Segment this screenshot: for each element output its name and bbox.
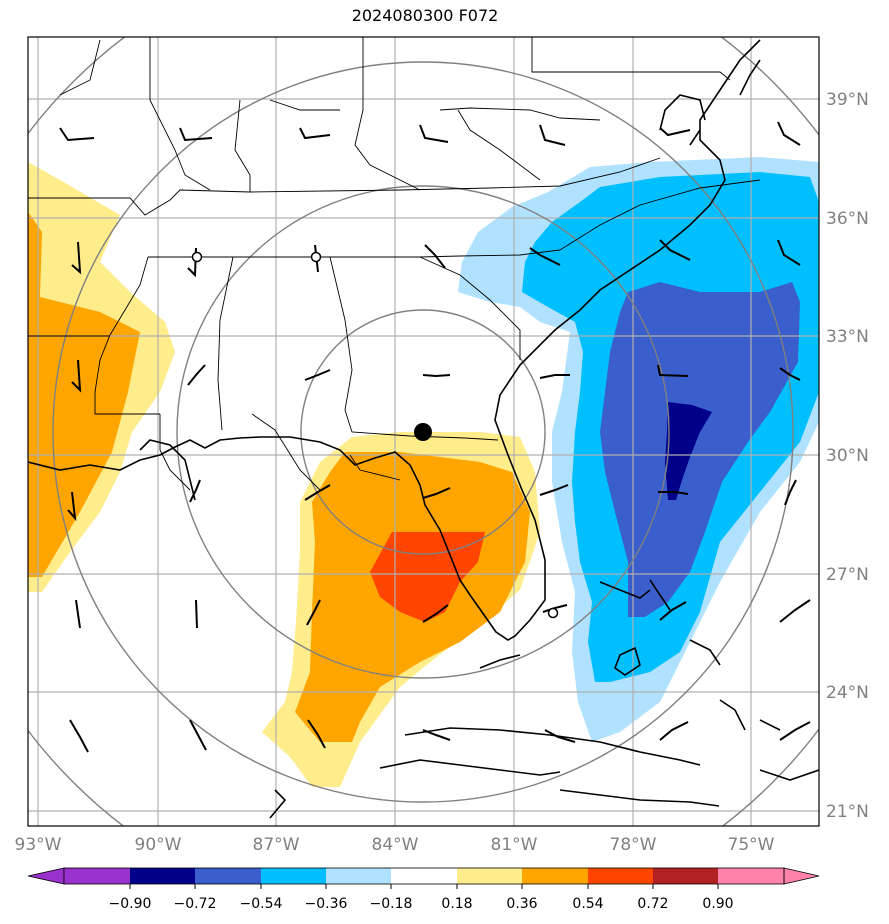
warm-anomaly-west (28, 162, 175, 592)
cool-anomaly-atlantic (458, 157, 819, 742)
center-point-marker (414, 423, 432, 441)
lon-label: 81°W (491, 835, 538, 855)
lon-label: 90°W (135, 835, 182, 855)
colorbar-tick-label: −0.18 (370, 896, 413, 912)
lat-label: 21°N (826, 802, 869, 822)
colorbar-tick-label: −0.36 (305, 896, 348, 912)
station-markers (191, 251, 559, 619)
lat-label: 27°N (826, 565, 869, 585)
lat-label: 39°N (826, 90, 869, 110)
colorbar-tick-label: 0.18 (441, 896, 472, 912)
colorbar-bin (718, 868, 784, 884)
map-title: 2024080300 F072 (351, 6, 499, 25)
lon-label: 93°W (15, 835, 62, 855)
warm-anomaly-gulf (262, 432, 540, 787)
colorbar-tick-labels: −0.90 −0.72 −0.54 −0.36 −0.18 0.18 0.36 … (109, 896, 734, 912)
colorbar-bin (522, 868, 588, 884)
lon-label: 84°W (372, 835, 419, 855)
colorbar-extend-high (783, 867, 820, 885)
colorbar-tick-label: 0.54 (572, 896, 603, 912)
colorbar-bin (326, 868, 391, 884)
lon-label: 78°W (610, 835, 657, 855)
lat-label: 30°N (826, 446, 869, 466)
longitude-labels: 93°W 90°W 87°W 84°W 81°W 78°W 75°W (15, 835, 775, 855)
colorbar-tick-label: 0.36 (506, 896, 537, 912)
colorbar-bin (195, 868, 261, 884)
lon-label: 87°W (253, 835, 300, 855)
colorbar-bin (261, 868, 326, 884)
colorbar-tick-label: 0.72 (637, 896, 668, 912)
colorbar-extend-low (27, 867, 65, 885)
colorbar-tick-label: −0.72 (174, 896, 217, 912)
lat-label: 33°N (826, 327, 869, 347)
lat-label: 36°N (826, 209, 869, 229)
colorbar-tick-label: −0.54 (240, 896, 283, 912)
lon-label: 75°W (728, 835, 775, 855)
colorbar-bin (457, 868, 522, 884)
colorbar-tick-label: 0.90 (702, 896, 733, 912)
lat-label: 24°N (826, 683, 869, 703)
map-frame (27, 36, 820, 827)
colorbar-tick-label: −0.90 (109, 896, 152, 912)
colorbar: −0.90 −0.72 −0.54 −0.36 −0.18 0.18 0.36 … (27, 867, 820, 912)
colorbar-bin (653, 868, 718, 884)
colorbar-bin (391, 868, 457, 884)
colorbar-bin (64, 868, 130, 884)
latitude-labels: 39°N 36°N 33°N 30°N 27°N 24°N 21°N (826, 90, 869, 822)
state-boundaries (28, 37, 761, 491)
colorbar-bin (588, 868, 653, 884)
colorbar-bin (130, 868, 195, 884)
colorbar-tick-marks (129, 884, 719, 889)
